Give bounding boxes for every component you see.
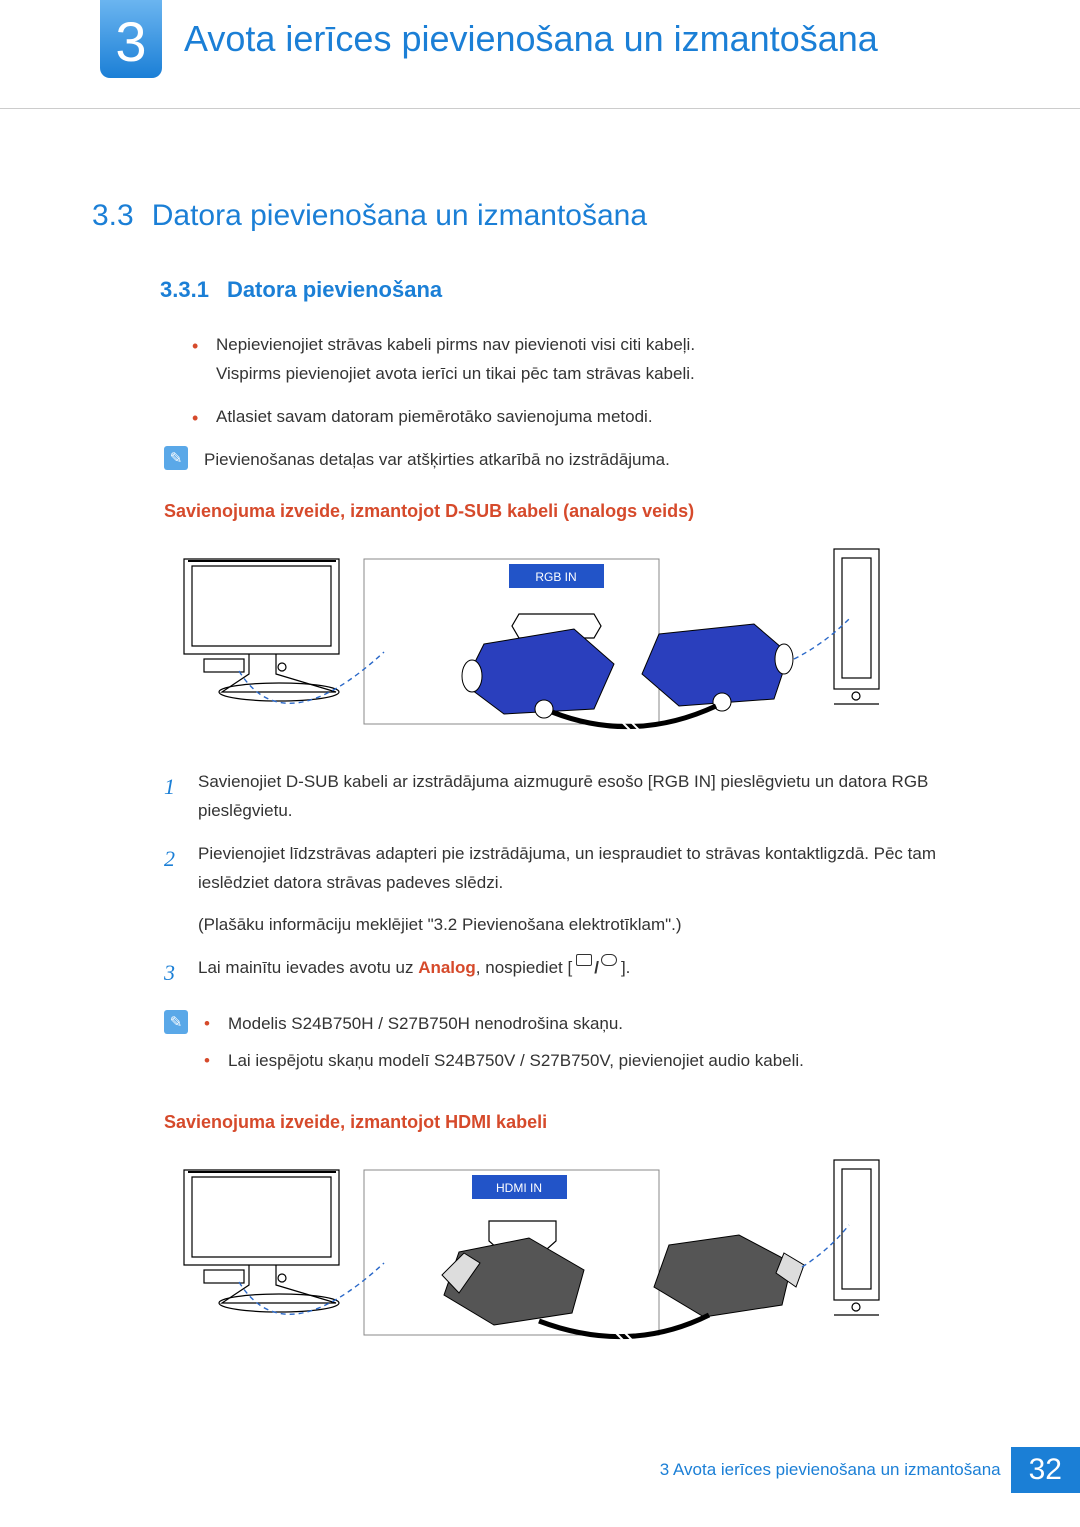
chapter-title: Avota ierīces pievienošana un izmantošan… [184, 18, 878, 60]
list-item: Atlasiet savam datoram piemērotāko savie… [192, 403, 988, 432]
intro-bullet-list: Nepievienojiet strāvas kabeli pirms nav … [192, 331, 988, 432]
note-block: ✎ Pievienošanas detaļas var atšķirties a… [164, 446, 988, 473]
source-button-icon: / [572, 954, 621, 983]
step-text: Lai mainītu ievades avotu uz Analog, nos… [198, 954, 988, 991]
dsub-steps: 1 Savienojiet D-SUB kabeli ar izstrādāju… [164, 768, 988, 992]
footer-text: 3 Avota ierīces pievienošana un izmantoš… [660, 1460, 1001, 1480]
section-number: 3.3 [92, 199, 134, 233]
hdmi-port-label: HDMI IN [496, 1181, 542, 1195]
subsection-heading: 3.3.1 Datora pievienošana [160, 277, 988, 303]
step-text: Savienojiet D-SUB kabeli ar izstrādājuma… [198, 768, 988, 826]
note-text: Pievienošanas detaļas var atšķirties atk… [204, 446, 670, 473]
page-number: 32 [1011, 1447, 1080, 1493]
subsection-number: 3.3.1 [160, 277, 209, 303]
page-footer: 3 Avota ierīces pievienošana un izmantoš… [660, 1447, 1080, 1493]
step-text: Pievienojiet līdzstrāvas adapteri pie iz… [198, 840, 988, 898]
section-title: Datora pievienošana un izmantošana [152, 199, 647, 233]
list-item: Modelis S24B750H / S27B750H nenodrošina … [204, 1010, 804, 1037]
step-item: 3 Lai mainītu ievades avotu uz Analog, n… [164, 954, 988, 991]
dsub-diagram: RGB IN [164, 544, 884, 742]
step-item: 2 Pievienojiet līdzstrāvas adapteri pie … [164, 840, 988, 898]
highlight-text: Analog [418, 958, 476, 977]
subsection-title: Datora pievienošana [227, 277, 442, 303]
chapter-number-badge: 3 [100, 0, 162, 78]
page-header: 3 Avota ierīces pievienošana un izmantoš… [0, 0, 1080, 109]
step-subtext: (Plašāku informāciju meklējiet "3.2 Piev… [198, 911, 988, 940]
step-number: 2 [164, 840, 182, 898]
step-number: 3 [164, 954, 182, 991]
note-icon: ✎ [164, 446, 188, 470]
step-item: 1 Savienojiet D-SUB kabeli ar izstrādāju… [164, 768, 988, 826]
note-icon: ✎ [164, 1010, 188, 1034]
list-item: Lai iespējotu skaņu modelī S24B750V / S2… [204, 1047, 804, 1074]
section-heading: 3.3 Datora pievienošana un izmantošana [92, 199, 988, 233]
step-number: 1 [164, 768, 182, 826]
sound-note-list: Modelis S24B750H / S27B750H nenodrošina … [204, 1010, 804, 1084]
dsub-port-label: RGB IN [535, 570, 576, 584]
hdmi-heading: Savienojuma izveide, izmantojot HDMI kab… [164, 1112, 988, 1133]
page-content: 3.3 Datora pievienošana un izmantošana 3… [0, 109, 1080, 1353]
hdmi-diagram: HDMI IN [164, 1155, 884, 1353]
dsub-heading: Savienojuma izveide, izmantojot D-SUB ka… [164, 501, 988, 522]
list-item: Nepievienojiet strāvas kabeli pirms nav … [192, 331, 988, 389]
note-block: ✎ Modelis S24B750H / S27B750H nenodrošin… [164, 1010, 988, 1084]
